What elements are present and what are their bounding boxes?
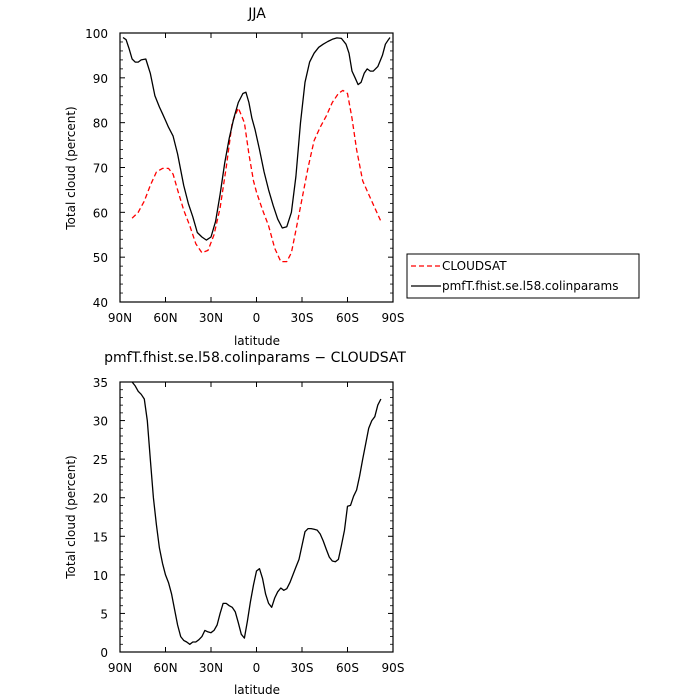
top-y-tick-label: 100 [85, 27, 108, 41]
bottom-y-tick-label: 5 [100, 607, 108, 621]
top-x-tick-label: 30N [199, 311, 223, 325]
bottom-y-tick-label: 0 [100, 646, 108, 660]
top-plot-frame [119, 32, 394, 303]
top-y-tick-label: 40 [93, 296, 108, 310]
top-series-line-0 [131, 89, 382, 263]
bottom-x-tick-label: 90S [382, 661, 405, 675]
bottom-plot-frame [119, 381, 394, 653]
bottom-chart: pmfT.fhist.se.l58.colinparams − CLOUDSAT… [64, 350, 406, 697]
top-series-group [122, 36, 391, 263]
bottom-y-tick-label: 25 [93, 453, 108, 467]
bottom-x-tick-label: 90N [108, 661, 132, 675]
bottom-y-ticks: 0 5 10 15 20 25 30 35 [93, 376, 393, 660]
top-x-tick-label: 90N [108, 311, 132, 325]
bottom-x-tick-label: 30S [291, 661, 314, 675]
bottom-y-axis-label: Total cloud (percent) [64, 455, 78, 579]
bottom-x-tick-label: 60S [336, 661, 359, 675]
bottom-y-tick-label: 20 [93, 492, 108, 506]
legend: CLOUDSAT pmfT.fhist.se.l58.colinparams [406, 253, 640, 299]
bottom-y-tick-label: 10 [93, 569, 108, 583]
top-x-tick-label: 0 [253, 311, 261, 325]
top-chart-title: JJA [247, 6, 266, 22]
bottom-series-group [131, 381, 382, 645]
top-x-ticks: 90N 60N 30N 0 30S 60S 90S [108, 33, 405, 325]
bottom-x-tick-label: 60N [153, 661, 177, 675]
bottom-x-tick-label: 30N [199, 661, 223, 675]
top-x-axis-label: latitude [234, 334, 280, 348]
top-y-tick-label: 90 [93, 72, 108, 86]
top-series-line-1 [122, 36, 391, 241]
top-x-tick-label: 90S [382, 311, 405, 325]
bottom-x-axis-label: latitude [234, 683, 280, 697]
legend-label-model: pmfT.fhist.se.l58.colinparams [442, 279, 618, 293]
top-x-tick-label: 30S [291, 311, 314, 325]
legend-label-cloudsat: CLOUDSAT [442, 259, 507, 273]
top-y-tick-label: 80 [93, 117, 108, 131]
top-y-tick-label: 60 [93, 206, 108, 220]
top-y-tick-label: 70 [93, 162, 108, 176]
bottom-y-tick-label: 15 [93, 530, 108, 544]
top-x-tick-label: 60N [153, 311, 177, 325]
bottom-y-tick-label: 35 [93, 376, 108, 390]
legend-box [406, 253, 640, 299]
bottom-x-tick-label: 0 [253, 661, 261, 675]
bottom-y-tick-label: 30 [93, 415, 108, 429]
top-x-tick-label: 60S [336, 311, 359, 325]
top-y-axis-label: Total cloud (percent) [64, 106, 78, 230]
top-y-tick-label: 50 [93, 251, 108, 265]
bottom-series-line-0 [131, 381, 382, 645]
bottom-chart-title: pmfT.fhist.se.l58.colinparams − CLOUDSAT [104, 350, 406, 366]
top-y-ticks: 40 50 60 70 80 90 100 [85, 27, 393, 310]
bottom-x-ticks: 90N 60N 30N 0 30S 60S 90S [108, 382, 405, 675]
